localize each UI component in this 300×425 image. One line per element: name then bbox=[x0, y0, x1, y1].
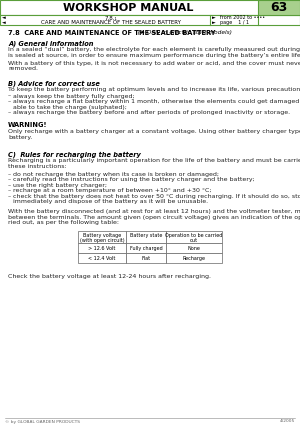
Text: always recharge a flat battery within 1 month, otherwise the elements could get : always recharge a flat battery within 1 … bbox=[13, 99, 300, 104]
Text: out: out bbox=[190, 238, 198, 243]
Text: (with open circuit): (with open circuit) bbox=[80, 238, 124, 243]
Text: from 2002 to ••••: from 2002 to •••• bbox=[220, 15, 265, 20]
Text: always keep the battery fully charged;: always keep the battery fully charged; bbox=[13, 94, 135, 99]
Text: ◄: ◄ bbox=[2, 20, 6, 25]
Text: WORKSHOP MANUAL: WORKSHOP MANUAL bbox=[63, 3, 193, 12]
Bar bbox=[258, 0, 300, 15]
Text: To keep the battery performing at optimum levels and to increase its life, vario: To keep the battery performing at optimu… bbox=[8, 87, 300, 92]
Bar bbox=[126, 243, 166, 253]
Text: < 12.4 Volt: < 12.4 Volt bbox=[88, 256, 116, 261]
Text: –: – bbox=[8, 177, 11, 182]
Text: –: – bbox=[8, 188, 11, 193]
Text: –: – bbox=[8, 94, 11, 99]
Text: A) General information: A) General information bbox=[8, 40, 94, 46]
Text: (➤ Only in electric start models): (➤ Only in electric start models) bbox=[134, 30, 232, 35]
Text: –: – bbox=[8, 110, 11, 115]
Text: battery.: battery. bbox=[8, 134, 32, 139]
Text: ◄: ◄ bbox=[2, 15, 6, 20]
Text: removed.: removed. bbox=[8, 66, 38, 71]
Text: –: – bbox=[8, 183, 11, 188]
Text: © by GLOBAL GARDEN PRODUCTS: © by GLOBAL GARDEN PRODUCTS bbox=[5, 419, 80, 423]
Text: With a battery of this type, it is not necessary to add water or acid, and the c: With a battery of this type, it is not n… bbox=[8, 61, 300, 66]
Bar bbox=[78, 231, 126, 243]
Text: Recharging is a particularly important operation for the life of the battery and: Recharging is a particularly important o… bbox=[8, 158, 300, 163]
Text: immediately and dispose of the battery as it will be unusable.: immediately and dispose of the battery a… bbox=[13, 199, 208, 204]
Text: –: – bbox=[8, 99, 11, 104]
Text: Recharge: Recharge bbox=[182, 256, 206, 261]
Text: page    1 / 1: page 1 / 1 bbox=[220, 20, 249, 25]
Text: 63: 63 bbox=[270, 1, 288, 14]
Bar bbox=[126, 231, 166, 243]
Text: Operation to be carried: Operation to be carried bbox=[165, 233, 223, 238]
Text: Fully charged: Fully charged bbox=[130, 246, 162, 251]
Text: –: – bbox=[8, 172, 11, 177]
Text: C)  Rules for recharging the battery: C) Rules for recharging the battery bbox=[8, 151, 141, 158]
Text: ►: ► bbox=[212, 20, 216, 25]
Text: these instructions:: these instructions: bbox=[8, 164, 67, 169]
Text: 7.8.₁: 7.8.₁ bbox=[105, 15, 117, 20]
Text: recharge at a room temperature of between +10° and +30 °C;: recharge at a room temperature of betwee… bbox=[13, 188, 211, 193]
Text: is sealed at source, in order to ensure maximum performance during the battery’s: is sealed at source, in order to ensure … bbox=[8, 53, 300, 57]
Text: 4/2005: 4/2005 bbox=[280, 419, 295, 423]
Text: ried out, as per the following table:: ried out, as per the following table: bbox=[8, 220, 119, 225]
Bar bbox=[0, 0, 300, 15]
Text: carefully read the instructions for using the battery charger and the battery;: carefully read the instructions for usin… bbox=[13, 177, 255, 182]
Text: CARE AND MAINTENANCE OF THE SEALED BATTERY: CARE AND MAINTENANCE OF THE SEALED BATTE… bbox=[41, 20, 181, 25]
Bar bbox=[166, 231, 222, 243]
Text: Flat: Flat bbox=[141, 256, 151, 261]
Text: use the right battery charger;: use the right battery charger; bbox=[13, 183, 107, 188]
Bar bbox=[166, 253, 222, 264]
Text: WARNING!: WARNING! bbox=[8, 122, 47, 128]
Text: able to take the charge (sulphated);: able to take the charge (sulphated); bbox=[13, 105, 127, 110]
Text: 7.8  CARE AND MAINTENANCE OF THE SEALED BATTERY: 7.8 CARE AND MAINTENANCE OF THE SEALED B… bbox=[8, 30, 215, 36]
Text: Battery voltage: Battery voltage bbox=[83, 233, 121, 238]
Text: –: – bbox=[8, 194, 11, 199]
Bar bbox=[166, 243, 222, 253]
Text: check that the battery does not heat to over 50 °C during recharging. If it shou: check that the battery does not heat to … bbox=[13, 194, 300, 199]
Text: always recharge the battery before and after periods of prolonged inactivity or : always recharge the battery before and a… bbox=[13, 110, 290, 115]
Bar bbox=[126, 253, 166, 264]
Bar bbox=[78, 243, 126, 253]
Text: between the terminals. The amount given (open circuit voltage) gives an indicati: between the terminals. The amount given … bbox=[8, 215, 300, 220]
Text: do not recharge the battery when its case is broken or damaged;: do not recharge the battery when its cas… bbox=[13, 172, 219, 177]
Bar bbox=[0, 15, 300, 25]
Text: > 12.6 Volt: > 12.6 Volt bbox=[88, 246, 116, 251]
Text: With the battery disconnected (and at rest for at least 12 hours) and the voltme: With the battery disconnected (and at re… bbox=[8, 209, 300, 214]
Text: B) Advice for correct use: B) Advice for correct use bbox=[8, 80, 100, 87]
Text: ►: ► bbox=[212, 15, 216, 20]
Text: Only recharge with a battery charger at a constant voltage. Using other battery : Only recharge with a battery charger at … bbox=[8, 129, 300, 134]
Bar bbox=[78, 253, 126, 264]
Text: None: None bbox=[188, 246, 200, 251]
Text: In a sealed “dual” battery, the electrolyte for each element is carefully measur: In a sealed “dual” battery, the electrol… bbox=[8, 47, 300, 52]
Text: Battery state: Battery state bbox=[130, 233, 162, 238]
Text: Check the battery voltage at least 12-24 hours after recharging.: Check the battery voltage at least 12-24… bbox=[8, 274, 211, 279]
